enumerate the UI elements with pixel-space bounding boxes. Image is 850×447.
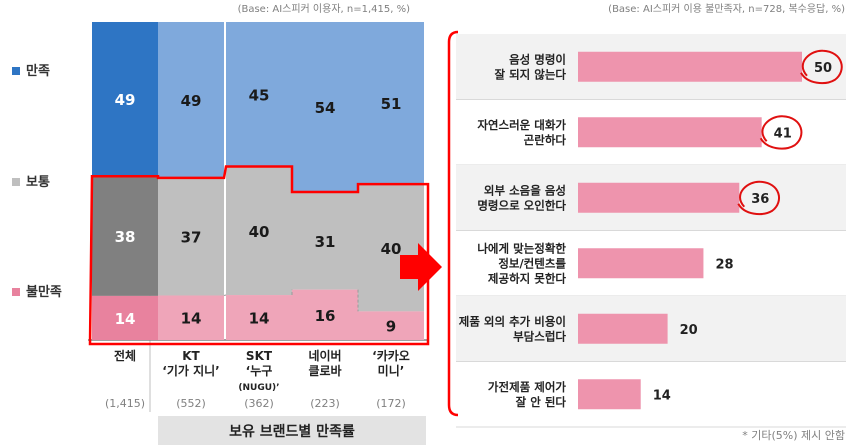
- reason-label: 나에게 맞는정확한: [477, 241, 566, 255]
- reason-label: 제공하지 못한다: [488, 271, 566, 285]
- data-label-dissatisfied: 14: [249, 310, 270, 328]
- data-label-dissatisfied: 14: [115, 310, 136, 328]
- data-label-dissatisfied: 16: [315, 307, 336, 325]
- data-label-satisfied: 49: [181, 92, 202, 110]
- bar-satisfied: [292, 22, 358, 193]
- bar-dissatisfied: [226, 295, 292, 340]
- category-label: SKT: [246, 349, 273, 363]
- reason-value: 36: [751, 192, 769, 207]
- category-label: ‘카카오: [372, 348, 410, 363]
- group-label: 보유 브랜드별 만족률: [229, 423, 355, 440]
- bar-neutral: [158, 177, 224, 296]
- highlight-circle: [800, 49, 843, 85]
- bracket-shape: [447, 30, 459, 417]
- category-label: ‘누구: [246, 364, 273, 378]
- legend-label-dissatisfied: 불만족: [26, 284, 62, 300]
- category-label: 전체: [114, 348, 136, 363]
- data-label-neutral: 40: [381, 240, 402, 258]
- category-label: (NUGU)’: [238, 383, 279, 393]
- bar-neutral: [292, 192, 358, 290]
- bar-satisfied: [158, 22, 224, 178]
- dissatisfaction-reasons-bar-chart: (Base: AI스피커 이용 불만족자, n=728, 복수응답, %) 음성 …: [447, 3, 846, 442]
- category-sample-size: (172): [376, 397, 406, 410]
- reason-value: 41: [774, 126, 792, 141]
- bar-satisfied: [92, 22, 158, 177]
- reason-bar: [578, 117, 762, 148]
- reason-value: 20: [680, 323, 698, 338]
- reason-label: 제품 외의 추가 비용이: [459, 314, 566, 328]
- highlight-circle: [737, 180, 781, 216]
- data-label-dissatisfied: 14: [181, 310, 202, 328]
- reason-label: 가전제품 제어가: [488, 380, 566, 394]
- reason-value: 14: [653, 388, 671, 403]
- data-label-neutral: 37: [181, 229, 202, 247]
- data-label-neutral: 31: [315, 233, 336, 251]
- bar-neutral: [92, 176, 158, 296]
- legend-label-satisfied: 만족: [26, 63, 50, 79]
- reason-bar: [578, 313, 668, 344]
- reason-label: 명령으로 오인한다: [477, 198, 566, 212]
- data-label-satisfied: 54: [315, 99, 336, 117]
- data-label-satisfied: 49: [115, 91, 136, 109]
- bar-neutral: [226, 166, 292, 296]
- reason-bar: [578, 182, 740, 213]
- right-base-note: (Base: AI스피커 이용 불만족자, n=728, 복수응답, %): [608, 3, 845, 15]
- highlight-circle: [759, 115, 803, 150]
- reason-value: 50: [814, 61, 832, 76]
- category-label: 네이버: [308, 348, 341, 363]
- legend-swatch-dissatisfied: [12, 288, 20, 296]
- bar-dissatisfied: [158, 295, 224, 340]
- reason-label: 곤란하다: [524, 133, 567, 147]
- footnote: * 기타(5%) 제시 안함: [742, 429, 845, 442]
- bar-dissatisfied: [358, 311, 424, 340]
- group-label-box: [158, 416, 426, 445]
- bar-dissatisfied: [292, 289, 358, 340]
- bar-neutral: [358, 184, 424, 312]
- data-label-satisfied: 45: [249, 86, 270, 104]
- data-label-dissatisfied: 9: [386, 318, 396, 336]
- category-sample-size: (1,415): [105, 397, 145, 410]
- category-sample-size: (552): [176, 397, 206, 410]
- reason-label: 음성 명령이: [509, 52, 566, 66]
- category-label: KT: [182, 349, 200, 363]
- reason-value: 28: [715, 257, 733, 272]
- legend-label-neutral: 보통: [26, 175, 50, 190]
- reason-bar: [578, 51, 802, 82]
- reason-bar: [578, 248, 704, 279]
- highlight-outline: [88, 165, 430, 346]
- reason-label: 잘 안 된다: [516, 395, 567, 409]
- reason-label: 외부 소음을 음성: [484, 183, 566, 197]
- reason-label: 자연스러운 대화가: [477, 118, 566, 132]
- arrow-shape: [400, 243, 442, 291]
- data-label-satisfied: 51: [381, 95, 402, 113]
- arrow-right-icon: [400, 243, 442, 291]
- data-label-neutral: 38: [115, 228, 136, 246]
- bar-dissatisfied: [92, 295, 158, 340]
- bar-satisfied: [358, 22, 424, 185]
- reason-bar: [578, 379, 641, 410]
- category-label: 클로바: [308, 363, 341, 378]
- category-sample-size: (362): [244, 397, 274, 410]
- reason-label: 부담스럽다: [513, 329, 566, 343]
- legend-swatch-satisfied: [12, 67, 20, 75]
- bar-satisfied: [226, 22, 292, 167]
- category-label: 미니’: [378, 363, 405, 378]
- legend-swatch-neutral: [12, 178, 20, 186]
- data-label-neutral: 40: [249, 223, 270, 241]
- reason-label: 정보/컨텐츠를: [498, 256, 566, 270]
- category-label: ‘기가 지니’: [162, 363, 219, 378]
- reason-label: 잘 되지 않는다: [495, 67, 567, 81]
- category-sample-size: (223): [310, 397, 340, 410]
- left-base-note: (Base: AI스피커 이용자, n=1,415, %): [238, 3, 411, 15]
